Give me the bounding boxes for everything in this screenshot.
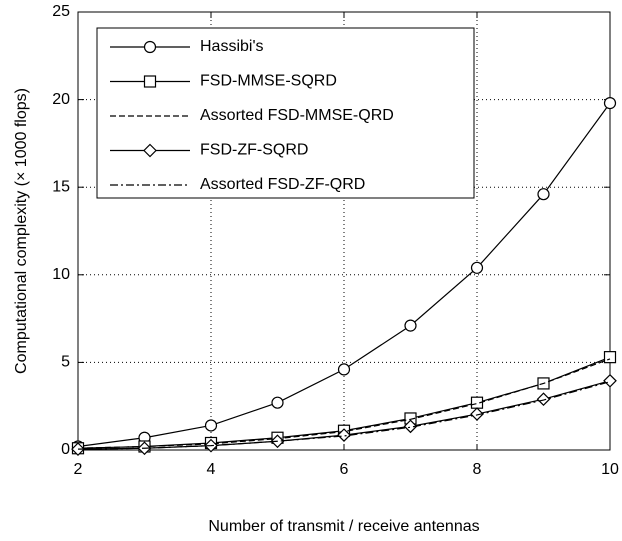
marker	[603, 351, 617, 364]
x-tick-label: 10	[601, 461, 619, 478]
y-tick-label: 25	[52, 3, 70, 20]
y-tick-label: 10	[52, 266, 70, 283]
legend-marker	[143, 143, 157, 158]
plot-frame	[77, 11, 611, 451]
legend-label: FSD-ZF-SQRD	[200, 142, 308, 159]
y-tick-label: 5	[61, 354, 70, 371]
x-tick-label: 6	[340, 461, 349, 478]
x-tick-label: 4	[207, 461, 216, 478]
marker	[603, 373, 617, 388]
marker	[603, 97, 617, 110]
marker	[204, 419, 218, 432]
x-tick-label: 2	[74, 461, 83, 478]
marker	[470, 407, 484, 421]
marker	[537, 188, 550, 201]
x-axis-label: Number of transmit / receive antennas	[208, 518, 479, 535]
legend-label: Assorted FSD-MMSE-QRD	[200, 107, 394, 124]
y-tick-label: 15	[52, 178, 70, 195]
marker	[403, 419, 418, 434]
marker	[337, 428, 351, 442]
marker	[536, 392, 551, 407]
y-tick-label: 0	[61, 441, 70, 458]
y-tick-label: 20	[52, 91, 70, 108]
legend-label: Hassibi's	[200, 38, 264, 55]
legend-box	[96, 27, 475, 199]
marker	[337, 363, 351, 376]
marker	[470, 261, 484, 274]
legend-marker	[143, 40, 157, 54]
legend-marker	[143, 75, 157, 88]
legend-label: Assorted FSD-ZF-QRD	[200, 176, 365, 193]
marker	[404, 319, 417, 332]
y-axis-label: Computational complexity (× 1000 flops)	[13, 88, 30, 374]
marker	[271, 396, 284, 409]
x-tick-label: 8	[473, 461, 482, 478]
legend-label: FSD-MMSE-SQRD	[200, 73, 337, 90]
